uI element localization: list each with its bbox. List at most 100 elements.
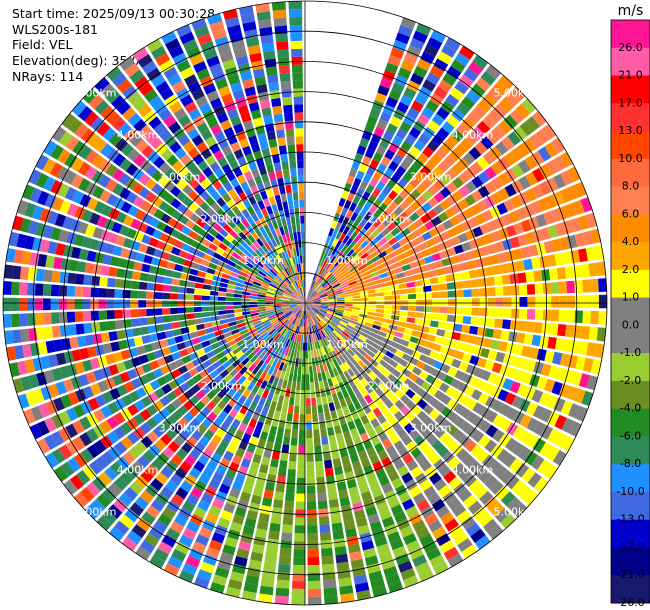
velocity-gate <box>262 321 271 327</box>
velocity-gate <box>301 366 305 375</box>
velocity-gate <box>211 320 221 327</box>
velocity-gate <box>358 316 367 322</box>
velocity-gate <box>436 371 447 382</box>
velocity-gate <box>139 326 149 335</box>
velocity-gate <box>160 433 172 446</box>
velocity-gate <box>318 290 326 295</box>
velocity-gate <box>484 439 498 453</box>
velocity-gate <box>340 423 349 433</box>
velocity-gate <box>145 464 159 477</box>
velocity-gate <box>358 263 367 271</box>
velocity-gate <box>384 523 398 536</box>
velocity-gate <box>317 372 323 382</box>
velocity-gate <box>463 207 475 219</box>
velocity-gate <box>69 336 79 349</box>
velocity-gate <box>273 322 281 329</box>
velocity-gate <box>285 355 290 365</box>
velocity-gate <box>67 324 77 336</box>
velocity-gate <box>429 350 439 360</box>
velocity-gate <box>459 407 472 420</box>
velocity-gate <box>368 479 380 491</box>
velocity-gate <box>377 449 389 461</box>
velocity-gate <box>450 378 461 389</box>
velocity-gate <box>324 595 339 605</box>
velocity-gate <box>53 339 64 352</box>
velocity-gate <box>519 414 532 428</box>
velocity-gate <box>312 301 321 303</box>
velocity-gate <box>320 268 326 276</box>
velocity-gate <box>518 284 528 295</box>
velocity-gate <box>446 398 458 410</box>
velocity-gate <box>343 310 352 315</box>
velocity-gate <box>299 414 305 423</box>
velocity-gate <box>220 323 230 330</box>
velocity-gate <box>261 343 269 351</box>
velocity-gate <box>234 335 244 343</box>
velocity-gate <box>277 395 285 404</box>
velocity-gate <box>361 130 373 141</box>
velocity-gate <box>509 381 521 394</box>
velocity-gate <box>201 306 210 312</box>
velocity-gate <box>114 520 130 535</box>
velocity-gate <box>342 314 351 320</box>
velocity-gate <box>289 315 296 322</box>
velocity-gate <box>168 379 179 390</box>
velocity-gate <box>444 330 454 339</box>
velocity-gate <box>276 334 283 343</box>
velocity-gate <box>247 325 256 332</box>
velocity-gate <box>178 365 188 375</box>
velocity-gate <box>349 551 363 562</box>
velocity-gate <box>232 454 243 465</box>
velocity-gate <box>278 362 285 371</box>
velocity-gate <box>306 414 312 423</box>
velocity-gate <box>324 271 331 279</box>
velocity-gate <box>407 287 416 294</box>
velocity-gate <box>269 317 278 323</box>
velocity-gate <box>321 396 328 405</box>
velocity-gate <box>279 327 286 335</box>
colorbar-tick-label: 21.0 <box>618 69 643 82</box>
velocity-gate <box>314 284 321 291</box>
velocity-gate <box>238 422 248 433</box>
velocity-gate <box>310 292 318 298</box>
velocity-gate <box>298 303 305 308</box>
velocity-gate <box>142 383 154 395</box>
velocity-gate <box>368 205 378 215</box>
velocity-gate <box>267 408 275 418</box>
velocity-gate <box>341 504 352 515</box>
velocity-gate <box>355 442 365 453</box>
velocity-gate <box>497 187 510 201</box>
velocity-gate <box>247 391 256 401</box>
velocity-gate <box>529 374 541 388</box>
colorbar-tick-label: 2.0 <box>622 263 640 276</box>
velocity-gate <box>281 304 290 307</box>
velocity-gate <box>336 297 345 301</box>
velocity-gate <box>351 312 360 317</box>
velocity-gate <box>112 374 124 386</box>
velocity-gate <box>239 329 249 336</box>
velocity-gate <box>192 541 207 554</box>
velocity-gate <box>397 344 407 353</box>
velocity-gate <box>168 344 179 354</box>
velocity-gate <box>383 196 393 207</box>
velocity-gate <box>562 251 573 265</box>
velocity-gate <box>275 369 282 379</box>
velocity-gate <box>287 348 292 357</box>
velocity-gate <box>368 297 377 301</box>
velocity-gate <box>404 347 415 356</box>
velocity-gate <box>228 355 238 364</box>
velocity-gate <box>76 470 91 485</box>
velocity-gate <box>570 249 581 264</box>
velocity-gate <box>325 344 332 354</box>
velocity-gate <box>253 394 261 404</box>
velocity-gate <box>458 198 470 210</box>
velocity-gate <box>305 303 308 311</box>
field-label: Field: VEL <box>12 37 73 52</box>
velocity-gate <box>292 316 298 324</box>
velocity-gate <box>52 397 65 412</box>
velocity-gate <box>343 199 352 210</box>
velocity-gate <box>311 295 320 300</box>
velocity-gate <box>290 306 298 311</box>
velocity-gate <box>387 581 404 593</box>
velocity-gate <box>166 428 178 440</box>
